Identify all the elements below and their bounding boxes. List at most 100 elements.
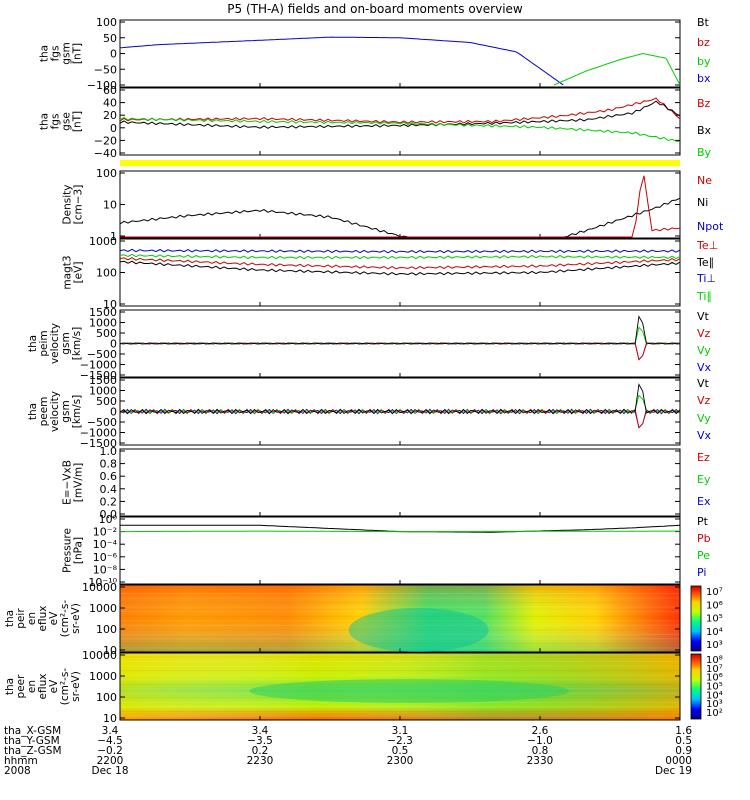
y-tick-label: 0 (110, 48, 117, 61)
series-line-density-Ne (120, 175, 681, 238)
panel-fgs-gsm: tha fgs gsm [nT] (39, 19, 681, 88)
ephemeris-value: −3.5 (247, 735, 273, 747)
y-axis-label-line: (cm²-s- (59, 600, 71, 638)
y-axis-label-line: magt3 (62, 255, 74, 289)
legend-entry: Ey (697, 473, 711, 486)
y-axis-label-line: [eV] (73, 262, 85, 284)
colorbar-tick-label: 10³ (706, 640, 723, 651)
y-tick-label: 10⁰ (99, 513, 118, 526)
y-tick-label: 0.4 (100, 483, 118, 496)
y-axis-label-line: velocity (49, 323, 61, 364)
y-tick-label: 10⁻¹⁰ (88, 576, 117, 589)
y-axis-label-line: en (26, 680, 38, 693)
legend-entry: Te∥ (696, 256, 714, 269)
series-line-fgs-gsm-bx (119, 36, 564, 86)
legend-entry: Te⊥ (696, 239, 718, 252)
y-tick-label: −500 (87, 348, 117, 361)
ephemeris-value: 0.5 (675, 735, 692, 747)
y-axis-label-line: peer (15, 674, 27, 699)
y-axis-label: tha peir en eflux eV (cm²-s-sr-eV) (4, 600, 82, 638)
legend-entry: Ti⊥ (696, 272, 716, 285)
legend-entry: Ex (697, 495, 711, 508)
y-tick-label: 0 (110, 338, 117, 351)
legend-entry: Pi (697, 566, 706, 579)
ephemeris-value: Dec 18 (91, 765, 128, 777)
ephemeris-value: 2.6 (532, 725, 549, 737)
y-tick-label: 100 (96, 623, 117, 636)
legend-entry: Ne (697, 174, 712, 187)
ephemeris-value: Dec 19 (655, 765, 692, 777)
ephemeris-label: tha_Z-GSM (4, 745, 62, 757)
legend-entry: Vz (697, 327, 711, 340)
y-axis-label-line: gsm (60, 332, 72, 354)
series-line-temperature-Te∥ (119, 260, 681, 276)
y-axis-label-line: (cm²-s- (59, 668, 71, 706)
y-tick-label: 10 (103, 298, 117, 311)
y-axis-label-line: [nT] (72, 43, 84, 64)
ephemeris-value: 2300 (387, 755, 414, 767)
ephemeris-value: 0000 (665, 755, 692, 767)
ephemeris-value: 3.4 (102, 725, 119, 737)
y-tick-label: 10000 (82, 649, 117, 662)
y-tick-label: −40 (94, 147, 117, 160)
y-axis-label-line: peem (38, 397, 50, 427)
y-tick-label: 0.0 (100, 508, 118, 521)
y-tick-label: 1000 (89, 670, 117, 683)
y-tick-label: 10 (103, 712, 117, 725)
y-axis-label: tha fgs gse [nT] (39, 111, 84, 132)
panel-temperature: magt3 [eV] (62, 238, 681, 307)
y-axis-label: tha fgs gsm [nT] (39, 42, 84, 64)
panel-frame (119, 238, 681, 307)
y-tick-label: 1000 (89, 385, 117, 398)
colorbar-tick-label: 10⁴ (706, 690, 723, 701)
ephemeris-value: 3.4 (252, 725, 269, 737)
panel-frame (119, 516, 681, 585)
legend-entry: Vx (697, 361, 712, 374)
y-axis-label-line: eflux (37, 674, 49, 700)
legend-entry: Bz (697, 97, 711, 110)
legend-entry: by (697, 55, 711, 68)
colorbar-tick-label: 10⁸ (706, 655, 723, 666)
velocity-series-line (119, 326, 681, 345)
legend-entry: Vt (697, 310, 710, 323)
legend-entry: Ni (697, 196, 708, 209)
y-tick-label: 0 (110, 122, 117, 135)
ephemeris-label: tha_X-GSM (4, 725, 61, 737)
ephemeris-value: 0.9 (675, 745, 692, 757)
ephemeris-value: 0.2 (252, 745, 269, 757)
legend-entry: Vx (697, 429, 712, 442)
ephemeris-label: hhmm (4, 755, 38, 767)
y-axis-label-line: [km/s] (71, 327, 83, 361)
y-tick-label: 100 (96, 691, 117, 704)
y-axis-label-line: fgs (50, 46, 62, 62)
y-tick-label: 100 (96, 167, 117, 180)
y-axis-label-line: [cm−3] (73, 185, 85, 225)
ephemeris-value: −1.0 (527, 735, 553, 747)
y-axis-label: Density [cm−3] (62, 185, 85, 225)
velocity-series-line (119, 383, 681, 415)
ephemeris-value: 3.1 (392, 725, 409, 737)
colorbar-tick-label: 10⁴ (706, 627, 723, 638)
series-line-fgs-gsm-by (553, 53, 681, 86)
ephemeris-value: −0.2 (97, 745, 123, 757)
colorbar (690, 585, 702, 652)
ephemeris-value: 0.8 (532, 745, 549, 757)
panel-efield: E=−VxB [mV/m] (62, 448, 681, 517)
y-tick-label: 10⁻⁸ (93, 563, 118, 576)
y-axis-label-line: tha (4, 610, 16, 627)
y-axis-label-line: peir (15, 608, 27, 629)
ephemeris-value: 1.6 (675, 725, 692, 737)
y-axis-label-line: tha (27, 403, 39, 420)
legend-entry: Vy (697, 412, 711, 425)
y-tick-label: 0.6 (100, 470, 118, 483)
legend-entry: By (697, 146, 712, 159)
y-tick-label: −20 (94, 134, 117, 147)
y-axis-label-line: gse (61, 112, 73, 131)
colorbar-tick-label: 10⁶ (706, 673, 723, 684)
y-tick-label: 60 (103, 84, 117, 97)
colorbar-tick-label: 10⁵ (706, 682, 723, 693)
y-tick-label: −1500 (80, 437, 117, 450)
y-tick-label: 0.2 (100, 495, 118, 508)
y-axis-label-line: velocity (49, 391, 61, 432)
